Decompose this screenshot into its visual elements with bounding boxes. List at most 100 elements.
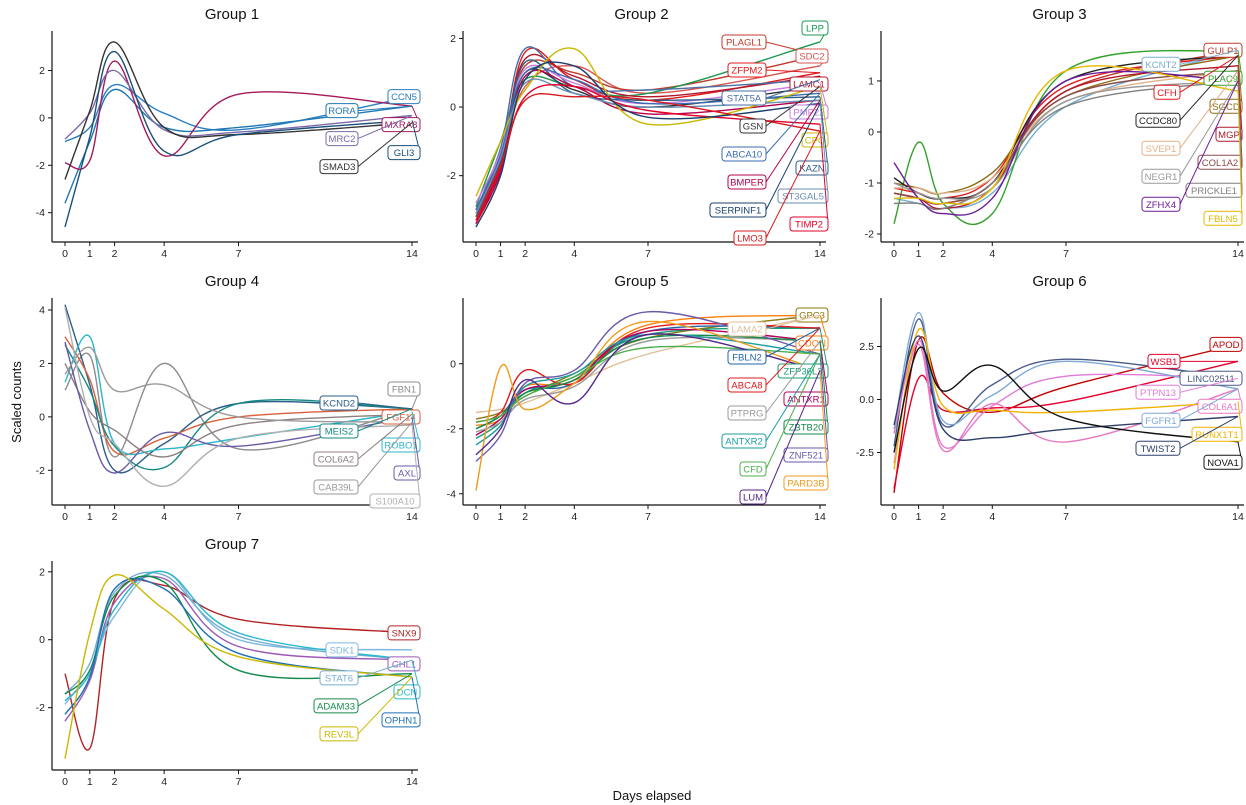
label-leader [765,370,821,498]
series-label-box [1141,168,1181,184]
series-label: ZNF521 [789,451,823,462]
series-line-pard3b [475,320,821,491]
x-tick-label: 2 [112,776,118,788]
series-label-box [381,409,421,425]
y-tick-label: 2 [450,33,456,45]
y-tick-label: -4 [447,488,456,500]
series-line-twist2 [893,335,1239,442]
series-label: CAB39L [318,483,353,494]
x-tick-label: 1 [498,511,504,523]
series-label-box [1185,182,1243,198]
series-label: LMO3 [737,234,763,245]
series-label: CCDC80 [1139,116,1177,127]
y-tick-label: 4 [39,305,45,317]
series-label: ROBO1 [384,441,417,452]
label-leader [765,353,821,470]
series-label-box [795,307,829,323]
series-label-box [313,698,359,714]
series-label: STAT6 [325,673,353,684]
panel-title: Group 3 [1032,6,1086,23]
series-line-meis2 [64,344,413,471]
series-label: PARD3B [787,479,824,490]
series-label-box [393,684,421,700]
y-tick-label: -4 [36,207,45,219]
series-label: COL6A1 [1202,402,1238,413]
series-label-box [1203,70,1243,86]
x-tick-label: 0 [62,248,68,260]
series-label-box [739,118,767,134]
series-label-box [1203,210,1243,226]
series-label-box [795,160,829,176]
x-tick-label: 1 [916,511,922,523]
series-label: LUM [743,493,763,504]
series-line-bmper [475,69,821,221]
series-line-cfd [475,345,821,423]
series-line-nova1 [893,346,1239,453]
series-label: SMAD3 [323,162,356,173]
series-line-fbln5 [893,65,1239,205]
series-label: STAT5A [727,94,762,105]
series-line-axl [64,341,413,474]
label-leader [819,86,829,141]
series-label-box [387,145,421,161]
series-label-box [777,188,829,204]
series-label-box [1153,84,1181,100]
series-line-s100a10 [64,307,413,488]
label-leader [765,79,821,99]
series-label-box [387,89,421,105]
series-label: GLI3 [394,148,415,159]
x-tick-label: 0 [62,776,68,788]
series-label: MXRA8 [385,120,418,131]
series-label-box [1135,384,1181,400]
y-tick-label: 0 [450,358,456,370]
series-label: COL1A2 [1202,158,1238,169]
series-label: KCNT2 [1145,60,1176,71]
label-leader [765,327,821,386]
y-tick-label: 0 [39,411,45,423]
series-label-box [1203,454,1243,470]
series-line-wsb1 [893,360,1239,489]
series-line-znf521 [475,311,821,462]
series-line-apod [893,336,1239,493]
series-label-box [783,475,829,491]
series-label: TWIST2 [1141,444,1176,455]
series-label-box [1141,196,1181,212]
x-tick-label: 14 [406,511,418,523]
series-label: ZBTB20 [789,423,824,434]
series-label-box [325,131,359,147]
series-label-box [739,489,767,505]
x-tick-label: 0 [62,511,68,523]
x-tick-label: 14 [406,776,418,788]
series-label-box [783,391,829,407]
series-label-box [727,62,767,78]
x-tick-label: 2 [940,511,946,523]
series-label: OPHN1 [385,715,418,726]
series-label: LAMA2 [731,325,762,336]
x-tick-label: 0 [473,511,479,523]
panel-title: Group 4 [205,273,259,290]
series-label-box [727,377,767,393]
series-label-box [1191,426,1243,442]
label-leader [819,370,829,484]
x-tick-label: 14 [1232,511,1244,523]
label-leader [357,676,413,735]
series-label: FBLN5 [1208,214,1238,225]
series-label-box [727,321,767,337]
y-tick-label: 0.0 [859,394,874,406]
series-label-box [1135,112,1181,128]
series-label-box [381,712,421,728]
x-tick-label: 7 [1063,248,1069,260]
panel-title: Group 6 [1032,273,1086,290]
series-label: DCN [397,687,418,698]
series-label-box [1141,140,1181,156]
label-leader [357,413,413,460]
series-line-abca10 [475,66,821,211]
series-label-box [313,451,359,467]
series-label: TIMP2 [795,220,823,231]
series-label-box [721,146,767,162]
series-label-box [1203,42,1243,58]
label-leader [1237,91,1243,219]
series-line-runx1t1 [893,327,1239,470]
series-label: ABCA10 [726,150,762,161]
series-label-box [709,202,767,218]
